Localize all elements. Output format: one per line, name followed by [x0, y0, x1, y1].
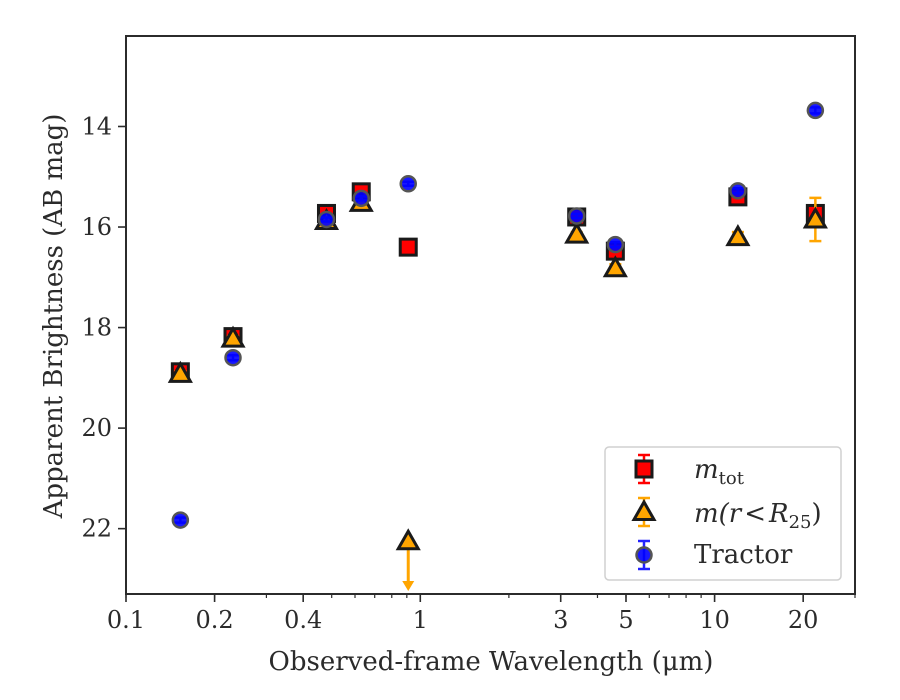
- triangle-marker: [802, 206, 828, 229]
- y-tick-label: 14: [81, 112, 112, 140]
- y-tick-label: 20: [81, 414, 112, 442]
- triangle-marker: [725, 224, 751, 247]
- y-tick-label: 18: [81, 314, 112, 342]
- legend-circle-marker: [635, 546, 653, 564]
- legend-box: [604, 446, 842, 581]
- arrow-head: [402, 580, 415, 591]
- legend-square-marker: [634, 459, 654, 479]
- circle-marker: [729, 182, 747, 200]
- y-axis: 14 16 18 20 22: [81, 112, 126, 543]
- circle-marker: [352, 189, 370, 208]
- triangle-marker: [395, 528, 421, 551]
- legend-markers: [631, 453, 657, 571]
- legend-label-m-r-r25: m(r < R25): [694, 499, 822, 533]
- x-tick-label: 3: [553, 606, 568, 634]
- x-axis-label: Observed-frame Wavelength (μm): [269, 647, 714, 677]
- circle-marker: [606, 235, 625, 254]
- series-2: [171, 101, 825, 529]
- x-tick-label: 10: [699, 606, 730, 634]
- circle-marker: [399, 175, 417, 193]
- triangle-marker: [220, 325, 246, 348]
- plot-area: [125, 35, 856, 595]
- x-tick-label: 5: [618, 606, 633, 634]
- triangle-marker: [602, 255, 628, 278]
- square-marker: [398, 237, 418, 257]
- series-0: [170, 182, 825, 382]
- y-axis-label: Apparent Brightness (AB mag): [39, 114, 69, 520]
- legend-marker-1: [631, 496, 657, 528]
- legend-marker-2: [635, 539, 653, 571]
- circle-marker: [171, 511, 190, 529]
- x-tick-label: 0.4: [284, 606, 322, 634]
- x-axis: 0.1 0.2 0.4 1 3 5 10 20: [107, 594, 856, 634]
- x-tick-label: 0.1: [107, 606, 145, 634]
- legend-marker-0: [634, 453, 654, 485]
- circle-marker: [806, 101, 825, 120]
- circle-marker: [224, 348, 242, 367]
- triangle-marker: [564, 221, 590, 244]
- triangle-marker: [167, 360, 193, 383]
- legend-label-mtot: mtot: [694, 455, 745, 489]
- circle-marker: [317, 210, 336, 229]
- legend: mtot m(r < R25) Tractor: [604, 446, 842, 581]
- plot-frame: [125, 35, 856, 595]
- legend-label-tractor: Tractor: [694, 540, 793, 570]
- x-tick-label: 20: [788, 606, 819, 634]
- y-tick-label: 16: [81, 213, 112, 241]
- x-tick-label: 1: [413, 606, 428, 634]
- y-tick-label: 22: [81, 515, 112, 543]
- data-marks: [167, 101, 828, 591]
- legend-triangle-marker: [631, 498, 657, 521]
- x-tick-label: 0.2: [196, 606, 234, 634]
- circle-marker: [567, 207, 586, 225]
